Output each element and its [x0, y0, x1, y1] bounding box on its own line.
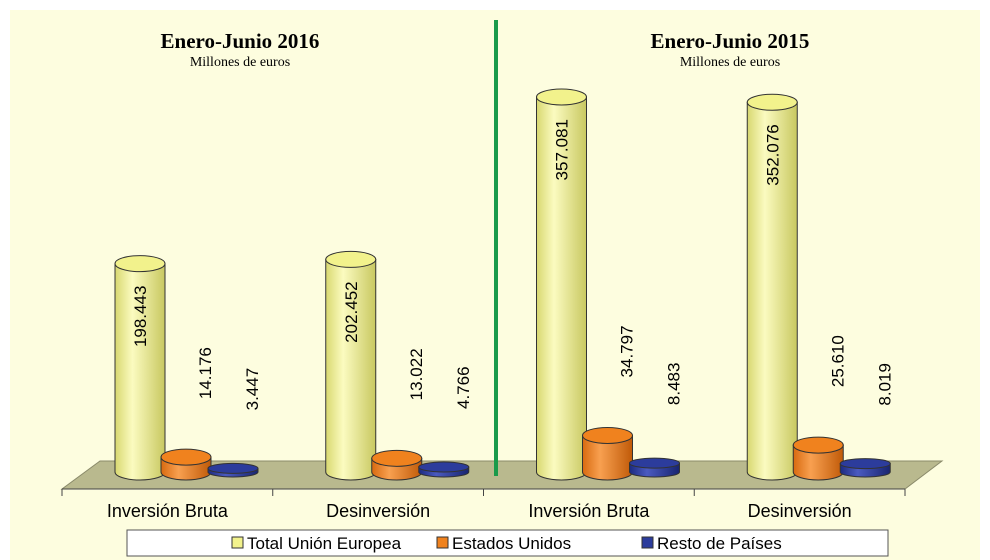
value-label: 202.452	[342, 281, 361, 342]
value-label: 3.447	[243, 368, 262, 411]
panel-subtitle: Millones de euros	[680, 55, 780, 70]
value-label: 352.076	[763, 124, 782, 185]
x-tick-label: Desinversión	[326, 501, 430, 521]
legend-swatch	[436, 536, 449, 549]
bar-top	[114, 255, 166, 273]
value-label: 198.443	[131, 286, 150, 347]
bar-top	[325, 250, 377, 268]
value-label: 34.797	[618, 325, 637, 377]
bar-top	[371, 449, 423, 467]
panel-subtitle: Millones de euros	[190, 55, 290, 70]
bar-top	[160, 448, 212, 466]
bar-top	[629, 457, 680, 469]
legend-label: Total Unión Europea	[247, 534, 402, 553]
x-tick-label: Desinversión	[748, 501, 852, 521]
x-tick-label: Inversión Bruta	[528, 501, 650, 521]
value-label: 8.483	[665, 363, 684, 406]
legend-swatch	[641, 536, 654, 549]
legend-label: Estados Unidos	[452, 534, 571, 553]
bar-top	[746, 93, 798, 111]
bar-top	[839, 458, 891, 470]
bar-top	[792, 436, 844, 454]
value-label: 13.022	[407, 348, 426, 400]
bar-top	[207, 462, 259, 474]
bar-top	[582, 426, 633, 444]
value-label: 8.019	[875, 363, 894, 406]
bar-top	[536, 88, 587, 106]
value-label: 14.176	[196, 347, 215, 399]
panel-title: Enero-Junio 2015	[651, 29, 810, 53]
legend-swatch	[231, 536, 244, 549]
value-label: 25.610	[828, 335, 847, 387]
panel-title: Enero-Junio 2016	[161, 29, 320, 53]
legend-label: Resto de Países	[657, 534, 782, 553]
value-label: 357.081	[553, 119, 572, 180]
legend	[126, 529, 889, 557]
bar-top	[418, 461, 470, 473]
x-tick-label: Inversión Bruta	[107, 501, 229, 521]
value-label: 4.766	[454, 366, 473, 409]
